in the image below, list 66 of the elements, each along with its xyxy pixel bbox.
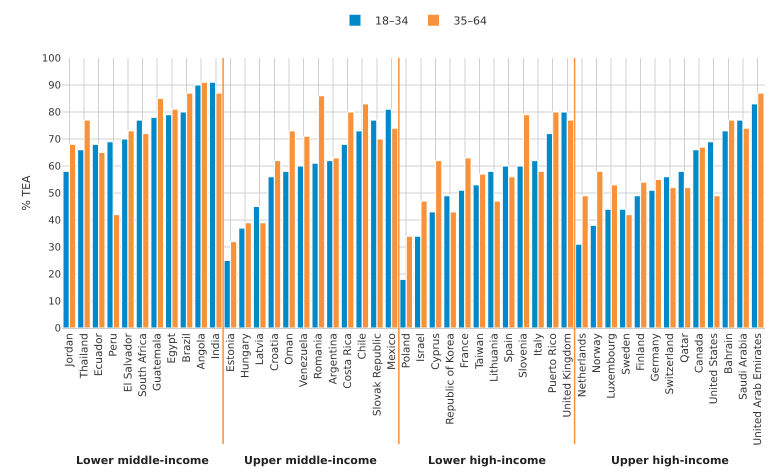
y-tick-label: 0 [54, 324, 61, 334]
x-tick-label: Canada [694, 333, 706, 374]
x-tick-label: South Africa [136, 333, 149, 398]
x-tick-label: Thailand [78, 333, 90, 380]
x-tick-label: Latvia [254, 333, 266, 366]
x-tick-label: El Salvador [122, 332, 134, 392]
y-tick-label: 80 [48, 108, 61, 118]
legend-label: 18–34 [375, 14, 408, 28]
x-tick-label: Angola [196, 333, 208, 370]
x-tick-label: Ecuador [93, 332, 106, 376]
x-tick-label: Romania [312, 333, 325, 380]
x-tick-label: Netherlands [576, 333, 588, 398]
x-tick-label: Norway [590, 333, 603, 374]
x-tick-label: Mexico [386, 333, 398, 370]
x-tick-label: Slovenia [518, 333, 530, 378]
x-tick-label: Chile [356, 333, 369, 360]
x-tick-label: United Arab Emirates [752, 333, 764, 446]
y-tick-label: 40 [48, 216, 61, 226]
y-axis-title: % TEA [20, 174, 33, 211]
x-tick-label: Jordan [64, 333, 76, 368]
x-tick-label: Brazil [180, 333, 193, 363]
x-tick-label: Saudi Arabia [737, 333, 750, 400]
x-tick-label: Luxembourg [606, 333, 618, 399]
x-tick-label: Sweden [620, 333, 632, 375]
x-tick-label: Cyprus [430, 333, 442, 370]
x-tick-label: Finland [634, 333, 647, 371]
x-tick-label: Taiwan [474, 333, 486, 370]
y-tick-label: 70 [48, 134, 61, 146]
text: Lower high-income [428, 454, 546, 467]
x-tick-label: United States [708, 333, 720, 404]
x-tick-label: Venezuela [298, 333, 310, 388]
text: Lower middle-income [76, 454, 209, 467]
y-tick-label: 20 [48, 270, 61, 280]
x-tick-label: Israel [415, 333, 428, 362]
x-tick-label: Croatia [268, 333, 281, 371]
x-tick-label: Spain [503, 333, 516, 363]
x-tick-label: Peru [108, 333, 120, 357]
text: Upper high-income [611, 454, 729, 467]
x-tick-label: Qatar [678, 332, 691, 363]
x-tick-label: Switzerland [664, 333, 676, 394]
y-tick-label: 100 [42, 54, 61, 64]
x-tick-label: Puerto Rico [547, 333, 560, 394]
y-tick-label: 50 [48, 188, 61, 200]
x-tick-label: Guatemala [152, 333, 164, 392]
x-tick-label: Lithuania [488, 333, 500, 382]
y-tick-label: 90 [48, 80, 61, 92]
x-tick-label: United Kingdom [562, 333, 574, 418]
x-tick-label: Bahrain [722, 333, 735, 374]
x-tick-label: Hungary [239, 333, 252, 378]
y-tick-label: 10 [48, 296, 61, 308]
x-tick-label: Republic of Korea [444, 333, 457, 425]
x-tick-label: Costa Rica [342, 333, 354, 389]
x-tick-label: Egypt [166, 333, 178, 364]
x-tick-label: Italy [532, 333, 544, 356]
x-tick-label: Slovak Republic [371, 332, 384, 416]
x-tick-label: Poland [400, 333, 413, 368]
x-tick-label: Estonia [224, 333, 237, 372]
x-tick-label: India [210, 333, 222, 359]
x-tick-label: Germany [650, 333, 662, 382]
x-tick-label: France [459, 333, 472, 368]
y-tick-label: 60 [48, 162, 61, 172]
y-tick-label: 30 [48, 242, 61, 254]
legend-label: 35–64 [454, 14, 487, 28]
text: Upper middle-income [244, 454, 377, 467]
x-tick-label: Argentina [327, 333, 340, 384]
x-tick-label: Oman [283, 333, 296, 365]
